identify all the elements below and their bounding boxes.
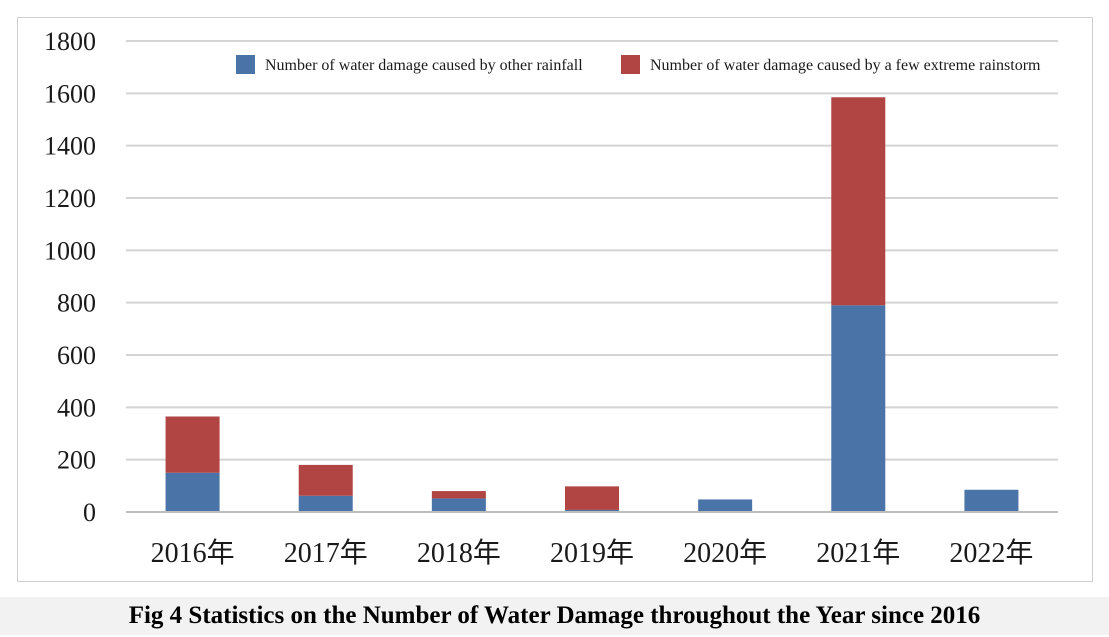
y-tick-label: 1400 — [44, 132, 96, 161]
bar-extreme-rainstorm — [298, 464, 353, 496]
bar-other-rainfall — [698, 499, 753, 512]
x-tick-label: 2016年 — [151, 537, 235, 569]
y-tick-label: 1000 — [44, 236, 96, 265]
x-tick-label: 2022年 — [949, 537, 1033, 569]
x-tick-label: 2017年 — [284, 537, 368, 569]
y-tick-label: 400 — [57, 393, 96, 422]
chart-frame: 0 200 400 600 800 1000 1200 1400 1600 1800 2016年 20… — [17, 17, 1093, 582]
bar-other-rainfall — [565, 509, 619, 512]
y-tick-label: 200 — [57, 446, 96, 475]
x-tick-label: 2021年 — [816, 537, 900, 569]
y-tick-label: 800 — [57, 289, 96, 318]
bar-other-rainfall — [964, 489, 1019, 512]
bar-other-rainfall — [165, 472, 220, 512]
caption-bar: Fig 4 Statistics on the Number of Water … — [0, 597, 1109, 635]
chart-svg: 0 200 400 600 800 1000 1200 1400 1600 1800 2016年 20… — [44, 27, 1058, 569]
legend-label: Number of water damage caused by a few e… — [650, 57, 1041, 74]
y-tick-label: 1200 — [44, 184, 96, 213]
x-tick-label: 2019年 — [550, 537, 634, 569]
legend: Number of water damage caused by other r… — [236, 55, 1041, 74]
bar-extreme-rainstorm — [431, 491, 486, 499]
grid-layer — [126, 40, 1058, 461]
axis-layer: 0 200 400 600 800 1000 1200 1400 1600 1800 2016年 20… — [44, 27, 1058, 569]
legend-swatch — [621, 55, 640, 74]
bar-extreme-rainstorm — [831, 97, 886, 306]
bar-other-rainfall — [431, 498, 486, 512]
x-tick-label: 2020年 — [683, 537, 767, 569]
legend-label: Number of water damage caused by other r… — [265, 57, 583, 74]
y-tick-label: 600 — [57, 341, 96, 370]
y-tick-label: 1600 — [44, 79, 96, 108]
bar-extreme-rainstorm — [565, 486, 619, 510]
bar-extreme-rainstorm — [165, 416, 220, 473]
figure-caption: Fig 4 Statistics on the Number of Water … — [128, 602, 981, 629]
legend-swatch — [236, 55, 255, 74]
bar-other-rainfall — [298, 495, 353, 512]
y-tick-label: 1800 — [44, 27, 96, 56]
bar-layer — [165, 97, 1019, 512]
bar-other-rainfall — [831, 305, 886, 512]
x-tick-label: 2018年 — [417, 537, 501, 569]
y-tick-label: 0 — [83, 498, 96, 527]
